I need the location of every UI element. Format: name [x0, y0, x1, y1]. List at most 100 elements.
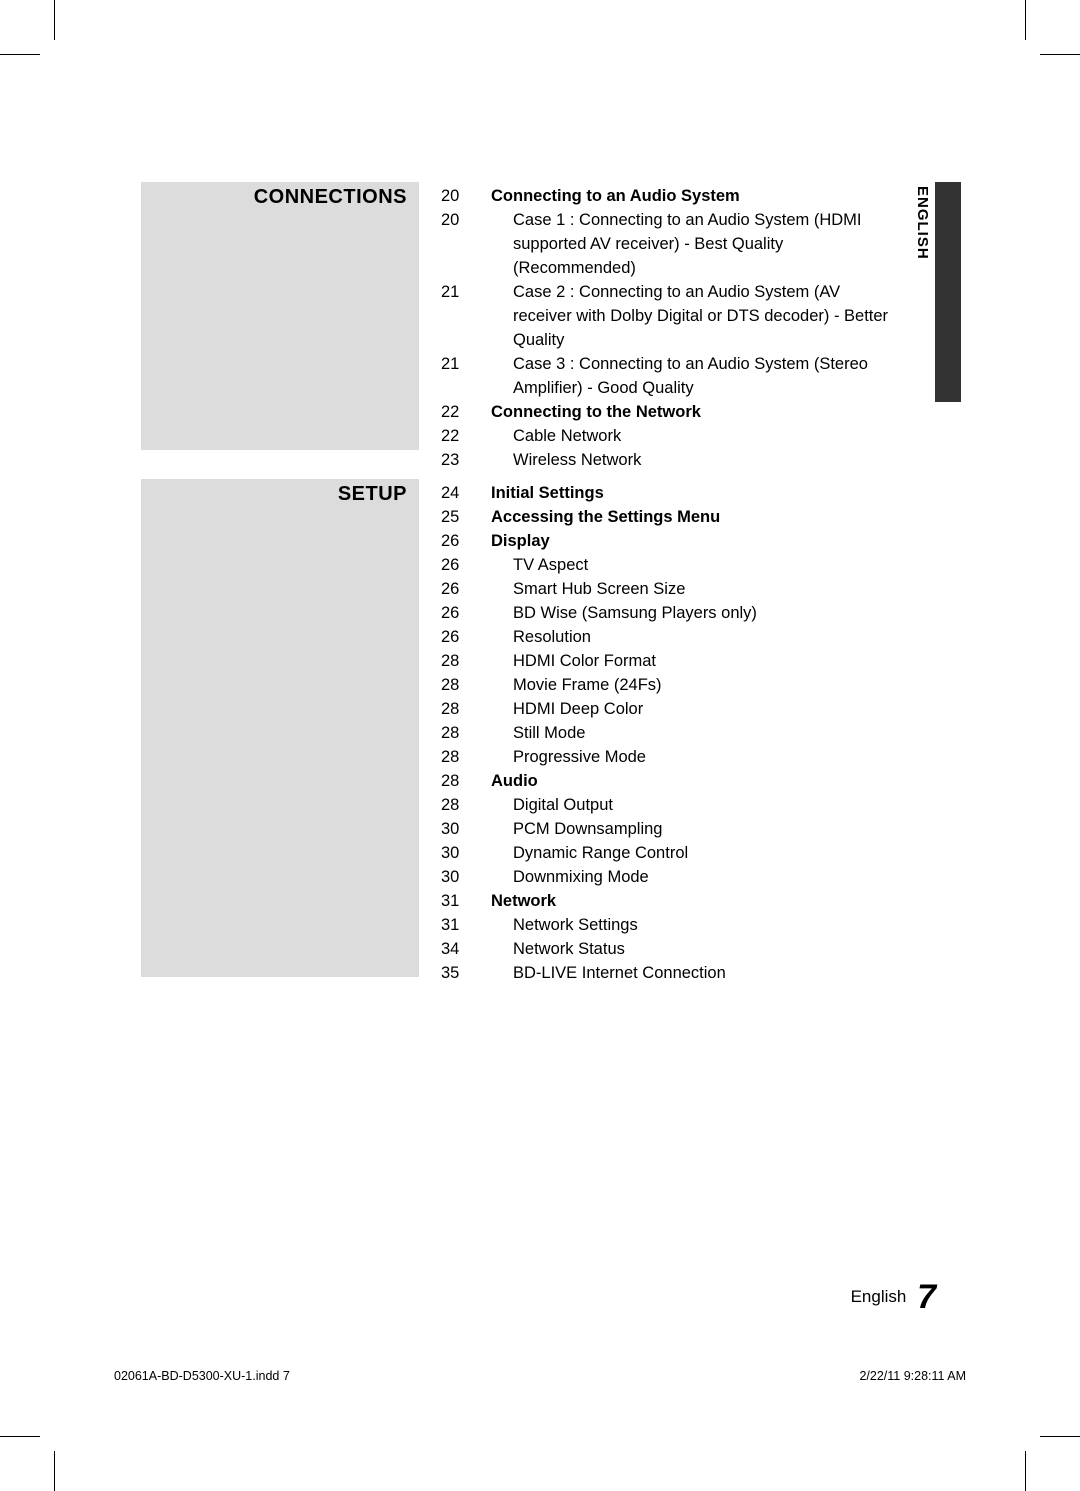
toc-row: 30PCM Downsampling	[441, 817, 757, 841]
toc-entry-text: Case 2 : Connecting to an Audio System (…	[491, 280, 891, 352]
toc-entry-text: Audio	[491, 769, 538, 793]
toc-entry-text: Smart Hub Screen Size	[491, 577, 685, 601]
toc-section-setup: SETUP 24Initial Settings25Accessing the …	[141, 479, 757, 985]
toc-entry-text: Dynamic Range Control	[491, 841, 688, 865]
toc-entries-connections: 20Connecting to an Audio System20Case 1 …	[419, 182, 891, 472]
toc-page-number: 31	[441, 889, 491, 913]
toc-entry-text: Network	[491, 889, 556, 913]
toc-row: 26BD Wise (Samsung Players only)	[441, 601, 757, 625]
toc-row: 23Wireless Network	[441, 448, 891, 472]
toc-row: 28Still Mode	[441, 721, 757, 745]
toc-row: 30Downmixing Mode	[441, 865, 757, 889]
toc-row: 28Progressive Mode	[441, 745, 757, 769]
toc-page-number: 31	[441, 913, 491, 937]
toc-page-number: 30	[441, 841, 491, 865]
toc-entry-text: HDMI Deep Color	[491, 697, 643, 721]
toc-page-number: 21	[441, 352, 491, 400]
toc-page-number: 26	[441, 625, 491, 649]
toc-entry-text: TV Aspect	[491, 553, 588, 577]
toc-page-number: 26	[441, 529, 491, 553]
toc-row: 34Network Status	[441, 937, 757, 961]
toc-entry-text: Wireless Network	[491, 448, 641, 472]
toc-page-number: 28	[441, 793, 491, 817]
page-content: ENGLISH CONNECTIONS 20Connecting to an A…	[54, 54, 1026, 1437]
toc-entry-text: Network Status	[491, 937, 625, 961]
toc-row: 22Cable Network	[441, 424, 891, 448]
footer-meta: 02061A-BD-D5300-XU-1.indd 7 2/22/11 9:28…	[114, 1369, 966, 1383]
footer-file: 02061A-BD-D5300-XU-1.indd 7	[114, 1369, 290, 1383]
toc-row: 28Digital Output	[441, 793, 757, 817]
toc-entry-text: Downmixing Mode	[491, 865, 649, 889]
toc-entries-setup: 24Initial Settings25Accessing the Settin…	[419, 479, 757, 985]
toc-page-number: 26	[441, 577, 491, 601]
toc-entry-text: Case 1 : Connecting to an Audio System (…	[491, 208, 891, 280]
toc-row: 26Display	[441, 529, 757, 553]
footer-timestamp: 2/22/11 9:28:11 AM	[859, 1369, 966, 1383]
toc-entry-text: Network Settings	[491, 913, 638, 937]
toc-page-number: 34	[441, 937, 491, 961]
toc-entry-text: PCM Downsampling	[491, 817, 662, 841]
toc-row: 28Movie Frame (24Fs)	[441, 673, 757, 697]
section-title-box: SETUP	[141, 479, 419, 977]
toc-entry-text: Connecting to an Audio System	[491, 184, 740, 208]
toc-page-number: 25	[441, 505, 491, 529]
toc-row: 28HDMI Deep Color	[441, 697, 757, 721]
footer-lang: English	[851, 1287, 907, 1306]
toc-page-number: 23	[441, 448, 491, 472]
toc-entry-text: BD-LIVE Internet Connection	[491, 961, 726, 985]
toc-row: 21Case 3 : Connecting to an Audio System…	[441, 352, 891, 400]
toc-row: 25Accessing the Settings Menu	[441, 505, 757, 529]
toc-row: 26Resolution	[441, 625, 757, 649]
toc-entry-text: Still Mode	[491, 721, 585, 745]
section-title: SETUP	[338, 483, 407, 505]
toc-entry-text: Accessing the Settings Menu	[491, 505, 720, 529]
toc-entry-text: Movie Frame (24Fs)	[491, 673, 662, 697]
toc-entry-text: Resolution	[491, 625, 591, 649]
toc-page-number: 22	[441, 400, 491, 424]
toc-page-number: 24	[441, 481, 491, 505]
toc-entry-text: Display	[491, 529, 550, 553]
toc-entry-text: Digital Output	[491, 793, 613, 817]
language-label: ENGLISH	[914, 186, 931, 260]
toc-entry-text: Initial Settings	[491, 481, 604, 505]
toc-entry-text: Case 3 : Connecting to an Audio System (…	[491, 352, 891, 400]
toc-page-number: 28	[441, 745, 491, 769]
toc-entry-text: Connecting to the Network	[491, 400, 701, 424]
toc-row: 20Connecting to an Audio System	[441, 184, 891, 208]
toc-entry-text: Progressive Mode	[491, 745, 646, 769]
toc-entry-text: HDMI Color Format	[491, 649, 656, 673]
footer-number: 7	[917, 1278, 936, 1316]
toc-entry-text: Cable Network	[491, 424, 621, 448]
toc-row: 20Case 1 : Connecting to an Audio System…	[441, 208, 891, 280]
toc-page-number: 26	[441, 553, 491, 577]
toc-page-number: 28	[441, 697, 491, 721]
toc-entry-text: BD Wise (Samsung Players only)	[491, 601, 757, 625]
toc-page-number: 22	[441, 424, 491, 448]
section-title: CONNECTIONS	[254, 186, 407, 208]
toc-row: 35BD-LIVE Internet Connection	[441, 961, 757, 985]
toc-row: 24Initial Settings	[441, 481, 757, 505]
toc-row: 26TV Aspect	[441, 553, 757, 577]
toc-row: 28Audio	[441, 769, 757, 793]
toc-row: 21Case 2 : Connecting to an Audio System…	[441, 280, 891, 352]
toc-row: 28HDMI Color Format	[441, 649, 757, 673]
toc-page-number: 20	[441, 208, 491, 280]
footer-page-number: English 7	[851, 1278, 936, 1317]
toc-row: 30Dynamic Range Control	[441, 841, 757, 865]
toc-page-number: 28	[441, 673, 491, 697]
toc-row: 22Connecting to the Network	[441, 400, 891, 424]
toc-page-number: 21	[441, 280, 491, 352]
toc-page-number: 20	[441, 184, 491, 208]
toc-page-number: 26	[441, 601, 491, 625]
toc-page-number: 28	[441, 649, 491, 673]
toc-row: 26Smart Hub Screen Size	[441, 577, 757, 601]
toc-page-number: 30	[441, 865, 491, 889]
toc-section-connections: CONNECTIONS 20Connecting to an Audio Sys…	[141, 182, 891, 472]
toc-row: 31Network Settings	[441, 913, 757, 937]
toc-page-number: 28	[441, 769, 491, 793]
language-tab-bar	[935, 182, 961, 402]
section-title-box: CONNECTIONS	[141, 182, 419, 450]
toc-page-number: 28	[441, 721, 491, 745]
toc-row: 31Network	[441, 889, 757, 913]
toc-page-number: 30	[441, 817, 491, 841]
